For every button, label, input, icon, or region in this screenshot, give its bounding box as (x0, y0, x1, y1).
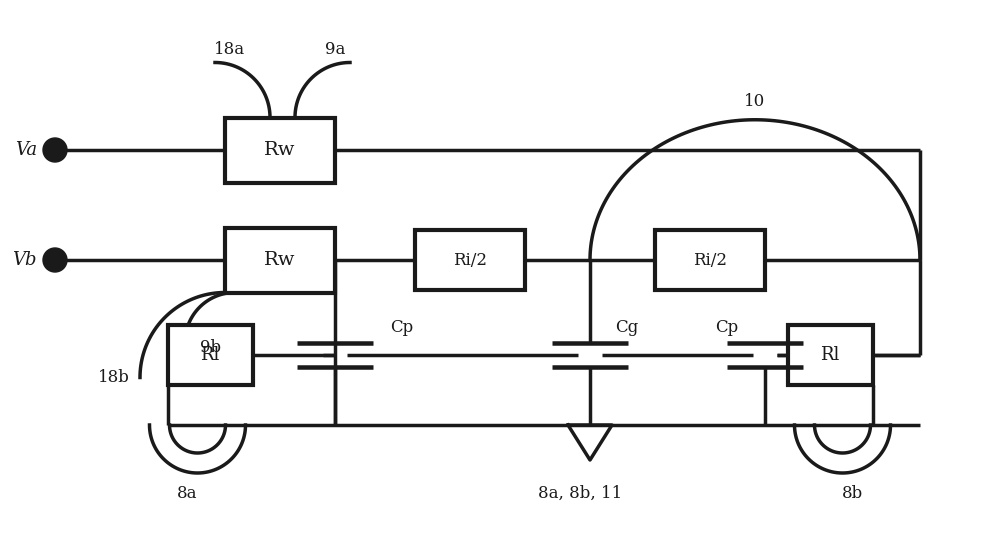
Text: 18b: 18b (98, 369, 130, 386)
Text: 9b: 9b (200, 339, 221, 356)
Text: Cp: Cp (715, 318, 738, 336)
Text: Ri/2: Ri/2 (453, 251, 487, 269)
Text: 8b: 8b (842, 485, 863, 502)
Text: 8a, 8b, 11: 8a, 8b, 11 (538, 485, 622, 502)
Text: 9a: 9a (325, 40, 345, 58)
Text: 8a: 8a (177, 485, 198, 502)
Text: 10: 10 (744, 93, 766, 110)
Text: Rw: Rw (264, 141, 296, 159)
Bar (788, 325, 873, 385)
Text: Cg: Cg (615, 318, 638, 336)
Bar (225, 118, 335, 183)
Bar (225, 227, 335, 293)
Text: Rl: Rl (200, 346, 220, 364)
Bar (415, 230, 525, 290)
Text: Rl: Rl (820, 346, 840, 364)
Text: Rw: Rw (264, 251, 296, 269)
Text: Ri/2: Ri/2 (693, 251, 727, 269)
Bar (655, 230, 765, 290)
Text: Cp: Cp (390, 318, 413, 336)
Text: Va: Va (15, 141, 37, 159)
Circle shape (43, 138, 67, 162)
Bar (168, 325, 252, 385)
Circle shape (43, 248, 67, 272)
Text: Vb: Vb (13, 251, 37, 269)
Text: 18a: 18a (214, 40, 246, 58)
